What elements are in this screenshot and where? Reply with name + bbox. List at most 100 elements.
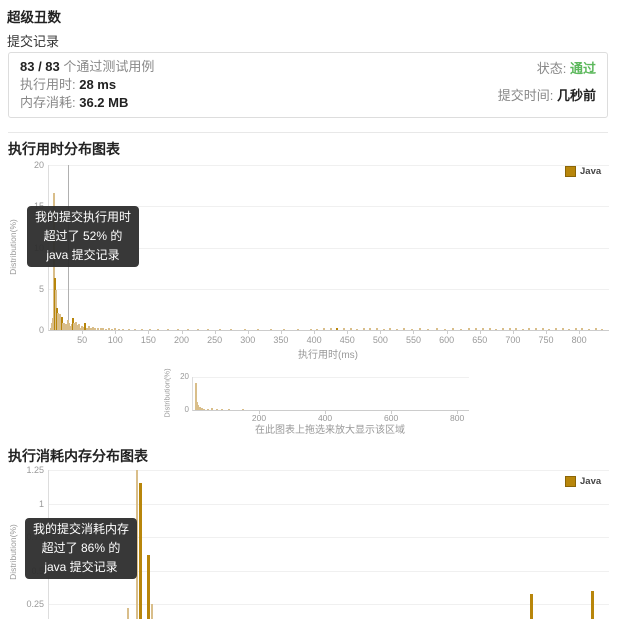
histogram-bar: [382, 328, 385, 330]
histogram-bar: [402, 327, 405, 330]
histogram-bar: [87, 325, 90, 330]
status-label: 状态:: [536, 61, 570, 76]
x-tick-label: 750: [538, 335, 554, 345]
histogram-bar: [574, 328, 577, 330]
legend-java-runtime[interactable]: Java: [565, 166, 601, 177]
histogram-bar: [126, 608, 129, 619]
histogram-bar: [215, 409, 218, 410]
y-tick-label: 1: [38, 498, 44, 509]
histogram-bar: [74, 321, 77, 330]
histogram-bar: [427, 328, 430, 330]
x-tick-label: 50: [77, 335, 88, 345]
x-tick-mark: [115, 330, 117, 334]
histogram-bar: [89, 327, 92, 330]
histogram-bar: [75, 325, 78, 330]
x-tick-label: 150: [140, 335, 156, 345]
histogram-bar: [97, 328, 100, 330]
histogram-bar: [148, 329, 151, 330]
overview-y-axis-label: Distribution(%): [162, 368, 172, 418]
histogram-bar: [207, 329, 210, 330]
histogram-bar: [342, 328, 345, 330]
histogram-bar: [81, 325, 84, 330]
x-tick-mark: [247, 330, 249, 334]
memory-y-axis-label: Distribution(%): [8, 524, 18, 580]
histogram-bar: [323, 327, 326, 330]
histogram-bar: [376, 327, 379, 330]
x-tick-mark: [280, 330, 282, 334]
gridline: [49, 470, 609, 471]
tooltip-line: 我的提交执行用时: [35, 210, 132, 224]
histogram-bar: [197, 329, 200, 330]
runtime-value: 28 ms: [79, 77, 117, 92]
histogram-bar: [127, 329, 130, 330]
histogram-bar: [349, 327, 352, 330]
gridline: [49, 206, 609, 208]
histogram-bar: [554, 327, 557, 330]
runtime-chart-title: 执行用时分布图表: [8, 141, 120, 157]
legend-java-memory[interactable]: Java: [565, 476, 601, 487]
status-line: 状态: 通过: [498, 60, 596, 78]
histogram-bar: [270, 329, 272, 330]
histogram-bar: [91, 326, 94, 330]
histogram-bar: [561, 328, 564, 330]
histogram-bar: [94, 327, 97, 330]
histogram-bar: [78, 324, 81, 330]
histogram-bar: [336, 327, 339, 330]
histogram-bar: [84, 322, 87, 330]
histogram-bar: [187, 329, 190, 330]
y-tick-label: 1.25: [26, 465, 44, 475]
x-tick-mark: [391, 410, 393, 414]
x-tick-label: 700: [505, 335, 521, 345]
x-tick-mark: [148, 330, 150, 334]
histogram-bar: [151, 604, 154, 619]
histogram-bar: [49, 327, 52, 330]
histogram-bar: [541, 328, 544, 330]
histogram-bar: [86, 327, 89, 330]
histogram-bar: [568, 328, 571, 330]
gridline: [49, 247, 609, 249]
histogram-bar: [198, 406, 201, 410]
overview-brush-chart[interactable]: 0 20 200 400 600 800: [180, 372, 469, 423]
x-tick-label: 800: [571, 335, 587, 345]
submissions-heading: 提交记录: [7, 34, 60, 49]
y-tick-label: 20: [33, 160, 44, 170]
memory-histogram[interactable]: 0.250.50.7511.25: [26, 465, 609, 619]
histogram-bar: [521, 328, 524, 330]
histogram-bar: [594, 328, 597, 330]
x-tick-mark: [314, 330, 316, 334]
status-pass-link[interactable]: 通过: [569, 61, 596, 76]
gridline: [49, 604, 609, 606]
y-tick-label: 0: [38, 325, 44, 335]
submit-time-line: 提交时间: 几秒前: [498, 87, 596, 105]
result-card: 83 / 83 个通过测试用例 执行用时: 28 ms 内存消耗: 36.2 M…: [8, 52, 608, 118]
java-color-swatch-icon: [565, 476, 576, 487]
histogram-bar: [316, 328, 319, 330]
histogram-bar: [82, 326, 85, 330]
x-tick-label: 550: [405, 335, 421, 345]
x-tick-mark: [82, 330, 84, 334]
histogram-bar: [468, 328, 471, 330]
histogram-bar: [395, 328, 398, 330]
result-summary: 83 / 83 个通过测试用例 执行用时: 28 ms 内存消耗: 36.2 M…: [20, 58, 154, 112]
histogram-bar: [66, 320, 69, 330]
histogram-bar: [114, 328, 117, 330]
runtime-histogram[interactable]: 0510152050100150200250300350400450500550…: [34, 160, 609, 345]
histogram-bar: [230, 329, 233, 330]
x-tick-mark: [413, 330, 415, 334]
histogram-bar: [104, 328, 107, 330]
histogram-bar: [200, 408, 203, 410]
histogram-bar: [283, 329, 286, 330]
x-tick-label: 650: [472, 335, 488, 345]
histogram-bar: [167, 329, 170, 330]
legend-label: Java: [580, 476, 602, 487]
histogram-bar: [243, 329, 246, 330]
histogram-bar: [529, 593, 533, 619]
histogram-bar: [194, 382, 197, 410]
histogram-bar: [138, 483, 142, 619]
histogram-bar: [177, 329, 180, 330]
histogram-bar: [218, 329, 221, 330]
submit-time-label: 提交时间:: [497, 88, 557, 103]
testcases-passed: 83 / 83: [20, 59, 60, 74]
histogram-bar: [581, 327, 584, 330]
histogram-bar: [535, 327, 538, 330]
